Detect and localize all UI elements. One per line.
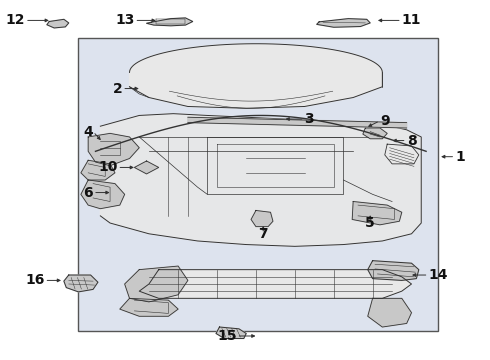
Bar [78,39,438,330]
Text: 6: 6 [83,185,93,199]
Polygon shape [363,128,387,139]
Text: 1: 1 [455,150,465,164]
Polygon shape [88,134,139,166]
Text: 8: 8 [407,134,416,148]
Polygon shape [216,327,246,338]
Text: 10: 10 [98,161,118,175]
Polygon shape [188,117,407,128]
Polygon shape [368,261,419,280]
Polygon shape [100,114,421,246]
Polygon shape [147,18,193,26]
Text: 2: 2 [113,82,122,95]
Polygon shape [47,19,69,28]
Text: 7: 7 [258,227,268,241]
Polygon shape [385,144,419,164]
Text: 14: 14 [429,268,448,282]
Polygon shape [134,161,159,174]
Text: 11: 11 [402,13,421,27]
Text: 5: 5 [366,216,375,230]
Polygon shape [251,211,273,226]
Text: 13: 13 [115,13,134,27]
Polygon shape [317,19,370,27]
Polygon shape [124,266,188,302]
Text: 9: 9 [380,114,390,128]
Text: 12: 12 [5,13,25,27]
Text: 16: 16 [25,273,45,287]
Polygon shape [352,202,402,225]
Text: 3: 3 [305,112,314,126]
Polygon shape [129,44,382,108]
Polygon shape [64,275,98,292]
Polygon shape [81,160,115,180]
Polygon shape [139,270,412,298]
Text: 15: 15 [217,329,237,343]
Polygon shape [81,180,124,209]
Text: 4: 4 [83,125,93,139]
Polygon shape [120,298,178,316]
Polygon shape [368,298,412,327]
